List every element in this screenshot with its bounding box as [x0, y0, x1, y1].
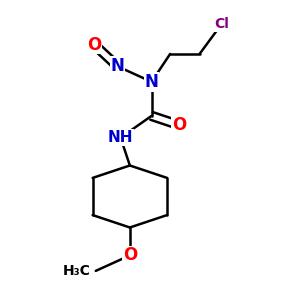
- Text: O: O: [172, 116, 187, 134]
- Text: O: O: [87, 36, 101, 54]
- Text: Cl: Cl: [214, 17, 229, 32]
- Text: N: N: [145, 73, 158, 91]
- Text: N: N: [110, 57, 124, 75]
- Text: H₃C: H₃C: [63, 264, 91, 278]
- Text: O: O: [123, 246, 137, 264]
- Text: NH: NH: [108, 130, 133, 145]
